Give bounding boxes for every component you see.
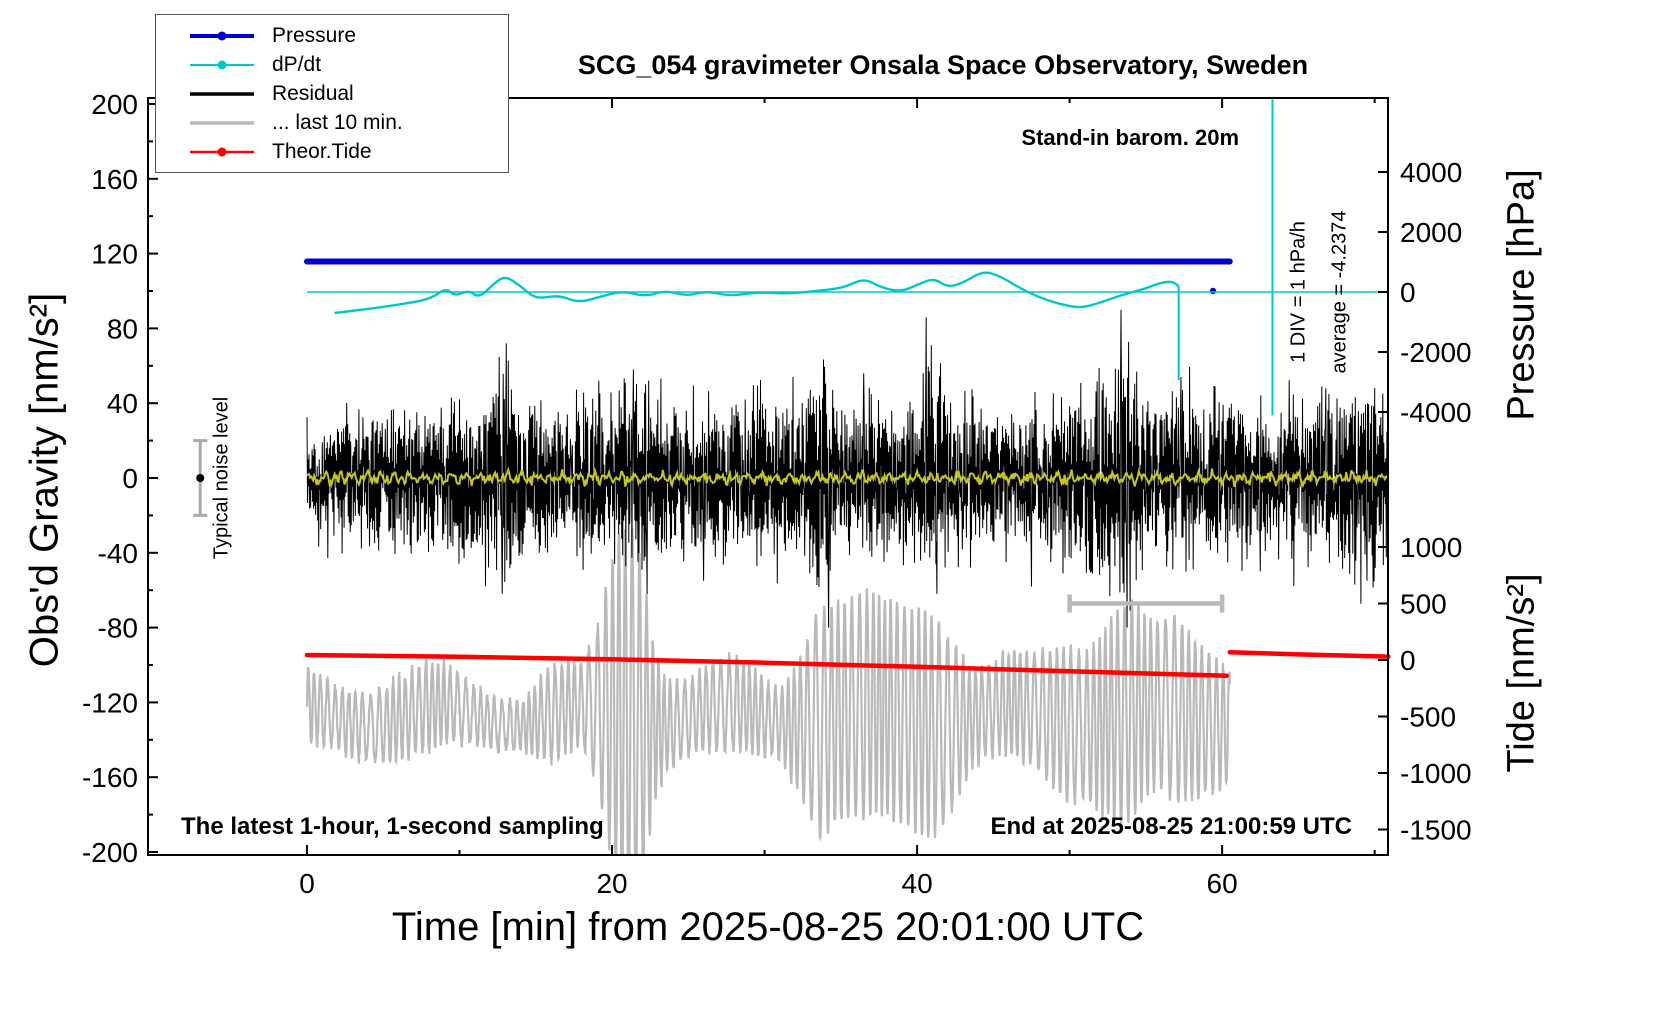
- svg-text:60: 60: [1207, 868, 1238, 899]
- legend-sample-line: [190, 120, 254, 125]
- legend-sample-line: [190, 147, 254, 156]
- svg-text:4000: 4000: [1400, 157, 1462, 188]
- legend-sample-line: [190, 31, 254, 40]
- svg-text:80: 80: [107, 313, 138, 344]
- average-note: average = -4.2374: [1328, 210, 1351, 374]
- end-time-note: End at 2025-08-25 21:00:59 UTC: [990, 813, 1353, 840]
- series-residual: [306, 309, 1388, 628]
- noise-level-label: Typical noise level: [210, 396, 233, 560]
- legend-item-pressure: Pressure: [156, 21, 508, 50]
- svg-text:160: 160: [91, 164, 138, 195]
- barometer-note: Stand-in barom. 20m: [1021, 125, 1239, 150]
- legend-label: dP/dt: [272, 52, 322, 76]
- legend-box: Pressure dP/dt Residual ... last 10 min. The…: [155, 14, 509, 173]
- svg-text:-80: -80: [98, 613, 138, 644]
- x-axis-label: Time [min] from 2025-08-25 20:01:00 UTC: [391, 905, 1145, 949]
- legend-item-last-10-min: ... last 10 min.: [156, 108, 508, 137]
- series-last10: [305, 527, 1231, 855]
- legend-label: Theor.Tide: [272, 139, 372, 163]
- legend-label: ... last 10 min.: [272, 110, 403, 134]
- series-tide: [304, 650, 1391, 679]
- sampling-note: The latest 1-hour, 1-second sampling: [181, 813, 604, 840]
- div-scale-note: 1 DIV = 1 hPa/h: [1287, 221, 1310, 363]
- svg-text:2000: 2000: [1400, 217, 1462, 248]
- gravity-axis-label: Obs'd Gravity [nm/s²]: [22, 292, 67, 668]
- svg-text:40: 40: [107, 388, 138, 419]
- svg-text:200: 200: [91, 89, 138, 120]
- legend-sample-line: [190, 60, 254, 69]
- svg-text:40: 40: [902, 868, 933, 899]
- svg-text:120: 120: [91, 239, 138, 270]
- chart-title: SCG_054 gravimeter Onsala Space Observat…: [577, 50, 1309, 80]
- legend-item-residual: Residual: [156, 79, 508, 108]
- svg-text:-160: -160: [82, 762, 138, 793]
- svg-text:0: 0: [1400, 277, 1416, 308]
- svg-text:-120: -120: [82, 687, 138, 718]
- svg-text:0: 0: [1400, 645, 1416, 676]
- marker-noise-level: [193, 439, 208, 517]
- svg-text:0: 0: [122, 463, 138, 494]
- marker-window-bar: [1067, 594, 1225, 613]
- svg-text:-4000: -4000: [1400, 397, 1472, 428]
- legend-label: Pressure: [272, 23, 357, 47]
- tide-axis-label: Tide [nm/s²]: [1500, 573, 1543, 773]
- svg-text:-500: -500: [1400, 702, 1456, 733]
- axes-frame: 0 20 40 60 -200 -160 -120 -80 -40 0 40 80 120 160 200 4…: [82, 89, 1472, 899]
- legend-item-dp-dt: dP/dt: [156, 50, 508, 79]
- svg-text:20: 20: [596, 868, 627, 899]
- svg-text:-1500: -1500: [1400, 815, 1472, 846]
- pressure-axis-label: Pressure [hPa]: [1500, 169, 1543, 421]
- svg-text:-2000: -2000: [1400, 337, 1472, 368]
- svg-text:0: 0: [299, 868, 315, 899]
- legend-sample-line: [190, 91, 254, 96]
- legend-item-theor-tide: Theor.Tide: [156, 137, 508, 166]
- svg-text:500: 500: [1400, 589, 1447, 620]
- svg-text:-200: -200: [82, 837, 138, 868]
- series-residual-smooth: [307, 466, 1389, 489]
- svg-text:1000: 1000: [1400, 532, 1462, 563]
- series-dpdt: [307, 99, 1388, 416]
- svg-text:-40: -40: [98, 538, 138, 569]
- legend-label: Residual: [272, 81, 354, 105]
- svg-text:-1000: -1000: [1400, 758, 1472, 789]
